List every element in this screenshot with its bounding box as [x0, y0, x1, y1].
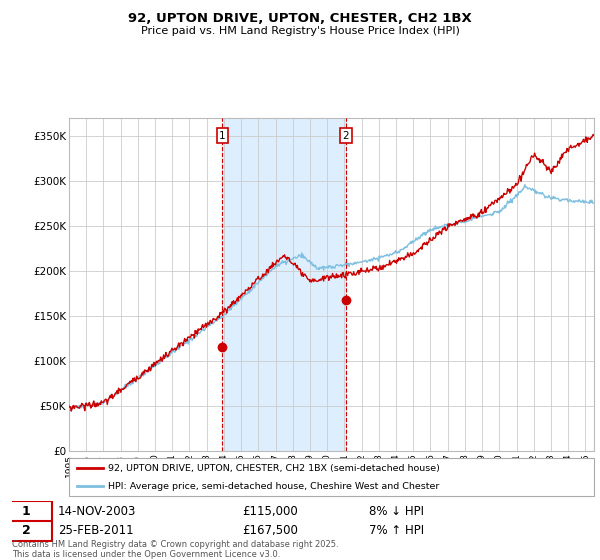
Text: 25-FEB-2011: 25-FEB-2011 — [58, 524, 134, 538]
Text: 92, UPTON DRIVE, UPTON, CHESTER, CH2 1BX: 92, UPTON DRIVE, UPTON, CHESTER, CH2 1BX — [128, 12, 472, 25]
Text: Price paid vs. HM Land Registry's House Price Index (HPI): Price paid vs. HM Land Registry's House … — [140, 26, 460, 36]
Bar — [223, 118, 346, 451]
Text: 14-NOV-2003: 14-NOV-2003 — [58, 505, 136, 518]
Text: HPI: Average price, semi-detached house, Cheshire West and Chester: HPI: Average price, semi-detached house,… — [109, 482, 440, 491]
Text: £115,000: £115,000 — [242, 505, 298, 518]
Text: 7% ↑ HPI: 7% ↑ HPI — [369, 524, 424, 538]
Text: 2: 2 — [22, 524, 31, 538]
Text: 8% ↓ HPI: 8% ↓ HPI — [369, 505, 424, 518]
Text: 1: 1 — [22, 505, 31, 518]
FancyBboxPatch shape — [1, 521, 52, 541]
FancyBboxPatch shape — [1, 501, 52, 521]
Text: Contains HM Land Registry data © Crown copyright and database right 2025.
This d: Contains HM Land Registry data © Crown c… — [12, 540, 338, 559]
Text: £167,500: £167,500 — [242, 524, 298, 538]
Text: 1: 1 — [219, 130, 226, 141]
Text: 2: 2 — [343, 130, 349, 141]
Text: 92, UPTON DRIVE, UPTON, CHESTER, CH2 1BX (semi-detached house): 92, UPTON DRIVE, UPTON, CHESTER, CH2 1BX… — [109, 464, 440, 473]
